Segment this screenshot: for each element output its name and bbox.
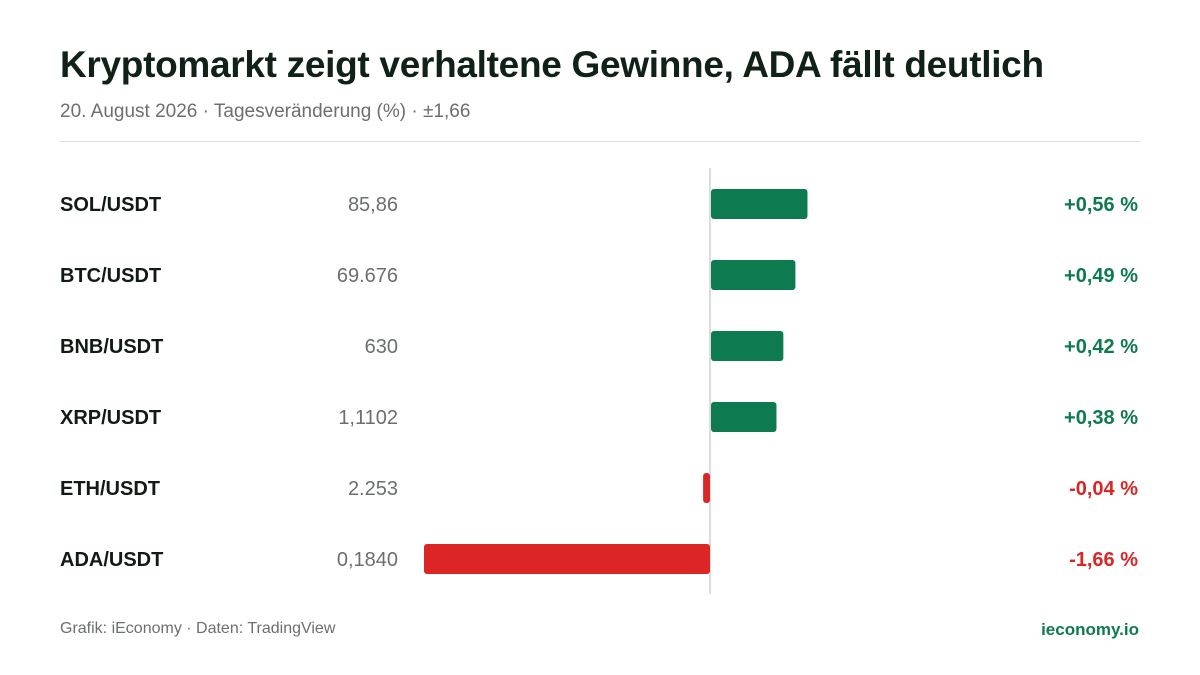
bar bbox=[711, 260, 796, 290]
price-value: 0,1840 bbox=[337, 549, 398, 571]
data-label: +0,49 % bbox=[1064, 265, 1138, 287]
category-label: ETH/USDT bbox=[60, 478, 160, 500]
category-label: BNB/USDT bbox=[60, 336, 163, 358]
data-label: +0,38 % bbox=[1064, 407, 1138, 429]
category-label: ADA/USDT bbox=[60, 549, 163, 571]
price-value: 85,86 bbox=[348, 194, 398, 216]
price-value: 69.676 bbox=[337, 265, 398, 287]
category-label: SOL/USDT bbox=[60, 194, 161, 216]
data-label: -0,04 % bbox=[1069, 478, 1138, 500]
data-label: +0,42 % bbox=[1064, 336, 1138, 358]
category-label: XRP/USDT bbox=[60, 407, 161, 429]
chart-title: Kryptomarkt zeigt verhaltene Gewinne, AD… bbox=[60, 44, 1044, 85]
source-note: Grafik: iEconomy · Daten: TradingView bbox=[60, 620, 336, 637]
data-label: -1,66 % bbox=[1069, 549, 1138, 571]
category-label: BTC/USDT bbox=[60, 265, 161, 287]
brand-link[interactable]: ieconomy.io bbox=[1041, 620, 1139, 639]
price-value: 630 bbox=[365, 336, 398, 358]
data-label: +0,56 % bbox=[1064, 194, 1138, 216]
bar bbox=[711, 331, 784, 361]
bar bbox=[711, 402, 777, 432]
price-value: 2.253 bbox=[348, 478, 398, 500]
bar bbox=[711, 189, 808, 219]
header-divider bbox=[60, 141, 1140, 142]
chart-subtitle: 20. August 2026 · Tagesveränderung (%) ·… bbox=[60, 101, 471, 122]
price-value: 1,1102 bbox=[338, 407, 398, 429]
bar bbox=[424, 544, 710, 574]
bar bbox=[703, 473, 710, 503]
